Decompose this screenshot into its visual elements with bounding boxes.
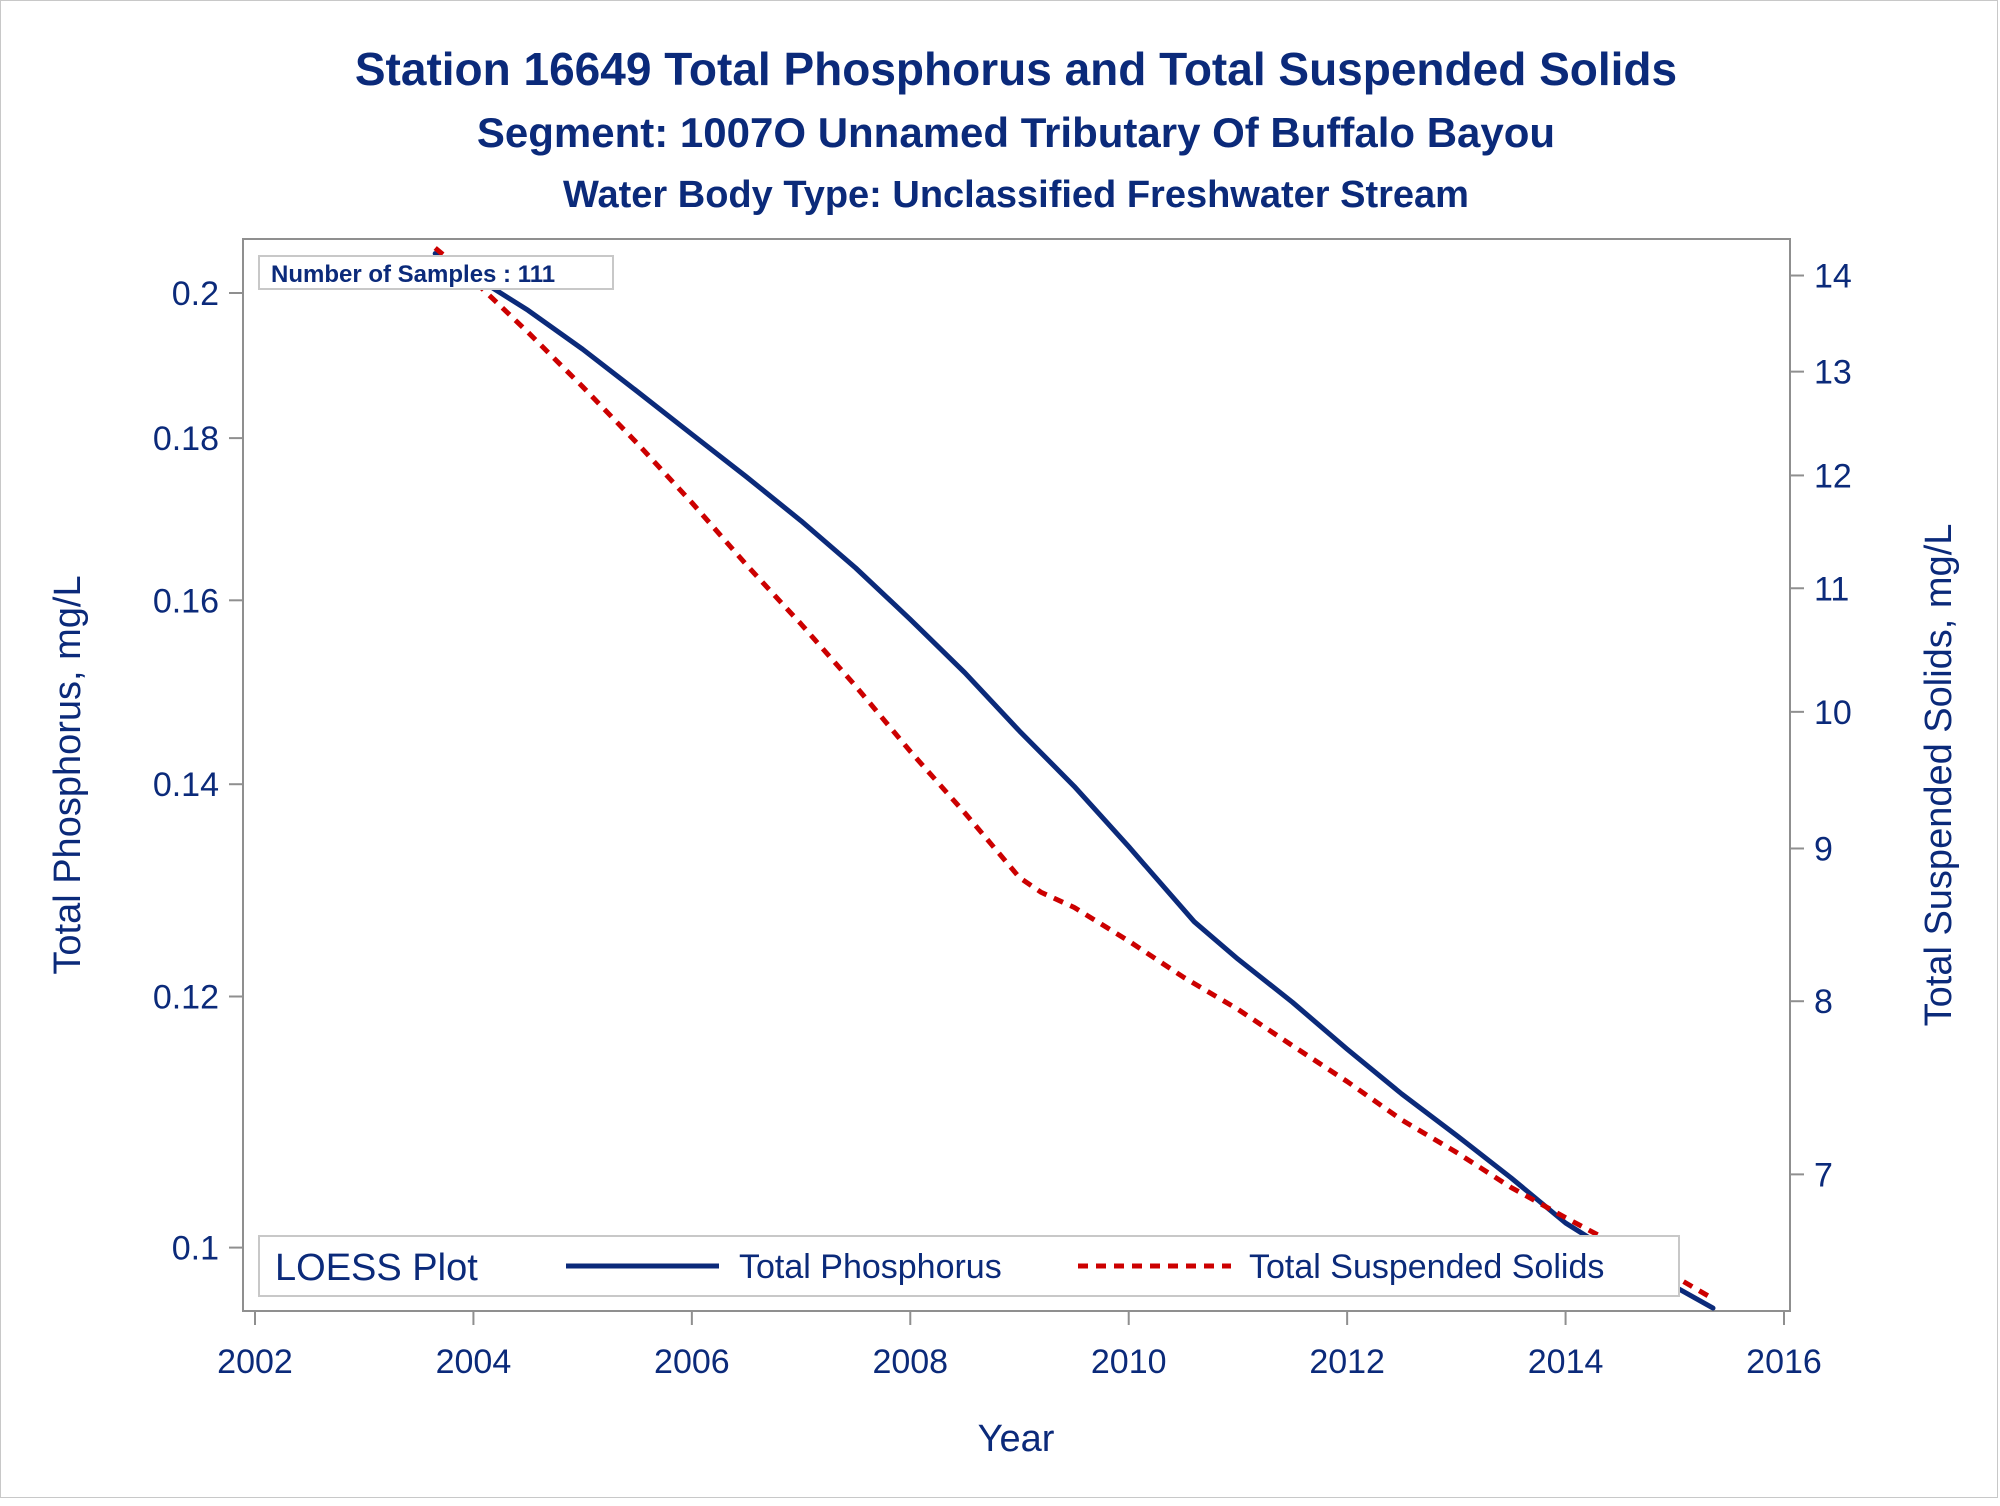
legend-title: LOESS Plot	[275, 1247, 478, 1289]
legend: LOESS Plot Total Phosphorus Total Suspen…	[258, 1235, 1680, 1297]
y-axis-left: 0.1 0.12 0.14 0.16 0.18 0.2	[153, 275, 243, 1268]
y-left-tick-label-3: 0.16	[153, 582, 219, 620]
y-left-tick-label-5: 0.2	[172, 275, 219, 313]
y-left-tick-label-2: 0.14	[153, 766, 219, 804]
y-axis-right: 7 8 9 10 11 12 13 14	[1790, 258, 1852, 1194]
y-right-tick-label-8: 8	[1814, 983, 1833, 1021]
sample-count-annotation: Number of Samples : 111	[258, 255, 614, 290]
y-axis-right-label: Total Suspended Solids, mg/L	[1918, 524, 1960, 1027]
chart-title: Station 16649 Total Phosphorus and Total…	[355, 43, 1677, 95]
y-right-tick-label-14: 14	[1814, 258, 1852, 296]
series-line-total-phosphorus	[432, 251, 1716, 1311]
chart-subtitle: Segment: 1007O Unnamed Tributary Of Buff…	[477, 109, 1555, 156]
x-axis: 2002 2004 2006 2008 2010 2012 2014 2016	[217, 1311, 1822, 1381]
legend-entry-total-suspended-solids: Total Suspended Solids	[1249, 1248, 1604, 1286]
x-tick-label-2004: 2004	[436, 1343, 512, 1381]
y-right-tick-label-9: 9	[1814, 830, 1833, 868]
sample-count-box	[258, 255, 614, 290]
plot-area	[242, 238, 1791, 1312]
chart-subtitle-2: Water Body Type: Unclassified Freshwater…	[563, 174, 1469, 216]
y-axis-left-label: Total Phosphorus, mg/L	[47, 575, 89, 974]
y-right-tick-label-12: 12	[1814, 457, 1852, 495]
legend-entry-total-phosphorus: Total Phosphorus	[739, 1248, 1002, 1286]
x-tick-label-2006: 2006	[654, 1343, 730, 1381]
y-right-tick-label-13: 13	[1814, 354, 1852, 392]
y-left-tick-label-1: 0.12	[153, 979, 219, 1017]
x-tick-label-2014: 2014	[1528, 1343, 1604, 1381]
y-left-tick-label-0: 0.1	[172, 1230, 219, 1268]
x-tick-label-2012: 2012	[1309, 1343, 1385, 1381]
sample-count-text: Number of Samples : 111	[271, 261, 555, 288]
x-tick-label-2008: 2008	[872, 1343, 948, 1381]
series-layer	[432, 246, 1716, 1311]
y-right-tick-label-11: 11	[1814, 570, 1849, 608]
legend-box	[258, 1235, 1680, 1297]
x-tick-label-2002: 2002	[217, 1343, 293, 1381]
y-right-tick-label-10: 10	[1814, 694, 1852, 732]
x-tick-label-2016: 2016	[1746, 1343, 1822, 1381]
series-line-total-suspended-solids	[433, 246, 1715, 1301]
y-left-tick-label-4: 0.18	[153, 420, 219, 458]
x-axis-label: Year	[978, 1418, 1055, 1460]
x-tick-label-2010: 2010	[1091, 1343, 1167, 1381]
y-right-tick-label-7: 7	[1814, 1156, 1833, 1194]
